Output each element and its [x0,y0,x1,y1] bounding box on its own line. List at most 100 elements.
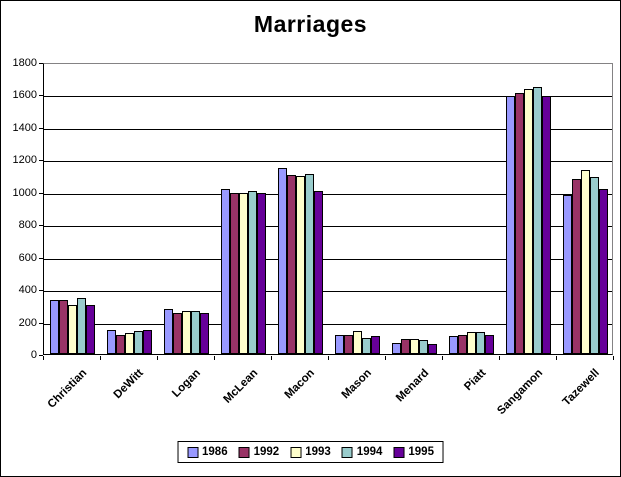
y-axis-tick [39,95,43,97]
bar-1986-dewitt [107,330,116,354]
bar-1986-christian [50,300,59,354]
bar-1992-piatt [458,335,467,354]
bar-1993-dewitt [125,333,134,354]
x-axis-tick [613,356,614,360]
bar-1992-sangamon [515,93,524,354]
bar-1993-mclean [239,193,248,354]
y-axis-tick [39,63,43,64]
x-axis-tick [43,356,44,360]
x-axis-tick [100,356,101,360]
bar-1993-macon [296,176,305,354]
gridline [44,323,612,325]
bar-1986-macon [278,168,287,354]
bar-1992-macon [287,175,296,354]
y-axis-tick-label: 1800 [12,57,37,69]
legend-item-1993: 1993 [290,446,331,458]
x-axis-tick [442,356,443,360]
legend-label-1992: 1992 [253,446,280,458]
x-axis-tick [499,356,500,360]
bar-1993-piatt [467,332,476,354]
bar-1994-logan [191,311,200,354]
legend-label-1995: 1995 [408,446,434,458]
bar-1986-logan [164,309,173,354]
bar-1986-sangamon [506,96,515,354]
bar-1992-mclean [230,193,239,354]
y-axis-tick-label: 1200 [12,154,37,167]
legend-item-1994: 1994 [341,446,383,458]
legend-item-1992: 1992 [238,446,280,458]
bar-1994-tazewell [590,177,599,354]
bar-1993-menard [410,339,419,354]
bar-1995-piatt [485,335,494,354]
x-axis-tick [385,356,386,360]
gridline [44,161,612,163]
y-axis-tick [39,290,43,292]
legend-item-1986: 1986 [187,446,228,458]
y-axis-tick [39,355,43,356]
plot-area [43,63,613,355]
bar-1995-mclean [257,193,266,354]
legend-swatch-1994 [341,446,353,458]
y-axis-tick [39,257,43,259]
y-axis-tick-label: 1600 [12,89,37,102]
gridline [44,226,612,228]
bar-1992-dewitt [116,335,125,354]
bar-1994-menard [419,340,428,354]
x-axis-tick [271,356,272,360]
legend-label-1993: 1993 [305,446,331,458]
bar-1994-christian [77,298,86,354]
bar-1992-christian [59,300,68,354]
bar-1993-tazewell [581,170,590,354]
bar-1995-macon [314,191,323,354]
legend-swatch-1993 [290,446,302,458]
bar-1994-mason [362,338,371,354]
bar-1995-logan [200,313,209,354]
x-axis-tick [157,356,158,360]
bar-1992-logan [173,313,182,354]
bar-1986-menard [392,343,401,354]
bar-1995-menard [428,344,437,354]
legend-item-1995: 1995 [393,446,434,458]
x-axis-tick [556,356,557,360]
y-axis-tick-label: 400 [18,284,37,297]
bar-1994-mclean [248,191,257,354]
gridline [44,96,612,98]
y-axis-tick-label: 600 [18,251,37,264]
bar-1986-mason [335,335,344,354]
y-axis-tick-label: 1400 [12,121,37,134]
bar-1992-tazewell [572,179,581,354]
bar-1995-mason [371,336,380,354]
gridline [44,291,612,293]
bar-1995-sangamon [542,96,551,354]
x-axis-tick [214,356,215,360]
bar-1992-mason [344,335,353,354]
y-axis-tick [39,225,43,227]
y-axis-tick-label: 200 [18,316,37,329]
bar-1986-mclean [221,189,230,354]
bar-1993-mason [353,331,362,354]
y-axis-tick [39,322,43,324]
legend: 1986 1992 1993 1994 1995 [177,441,444,463]
bar-1993-sangamon [524,89,533,354]
bar-1986-piatt [449,336,458,354]
legend-label-1994: 1994 [356,446,383,458]
bar-1994-piatt [476,332,485,354]
chart-title: Marriages [253,11,368,37]
y-axis-tick [39,192,43,194]
legend-swatch-1986 [187,446,199,458]
gridline [44,128,612,130]
y-axis-tick-label: 1000 [12,186,37,199]
y-axis-tick [39,160,43,162]
y-axis-tick [39,127,43,129]
bar-1995-dewitt [143,330,152,354]
bar-1995-christian [86,305,95,354]
gridline [44,258,612,260]
bar-1992-menard [401,339,410,354]
bar-1993-logan [182,311,191,354]
bar-1986-tazewell [563,195,572,354]
bar-1993-christian [68,305,77,354]
bar-1994-dewitt [134,331,143,354]
bar-1994-sangamon [533,87,542,354]
legend-swatch-1995 [393,446,405,458]
legend-label-1986: 1986 [202,446,228,458]
